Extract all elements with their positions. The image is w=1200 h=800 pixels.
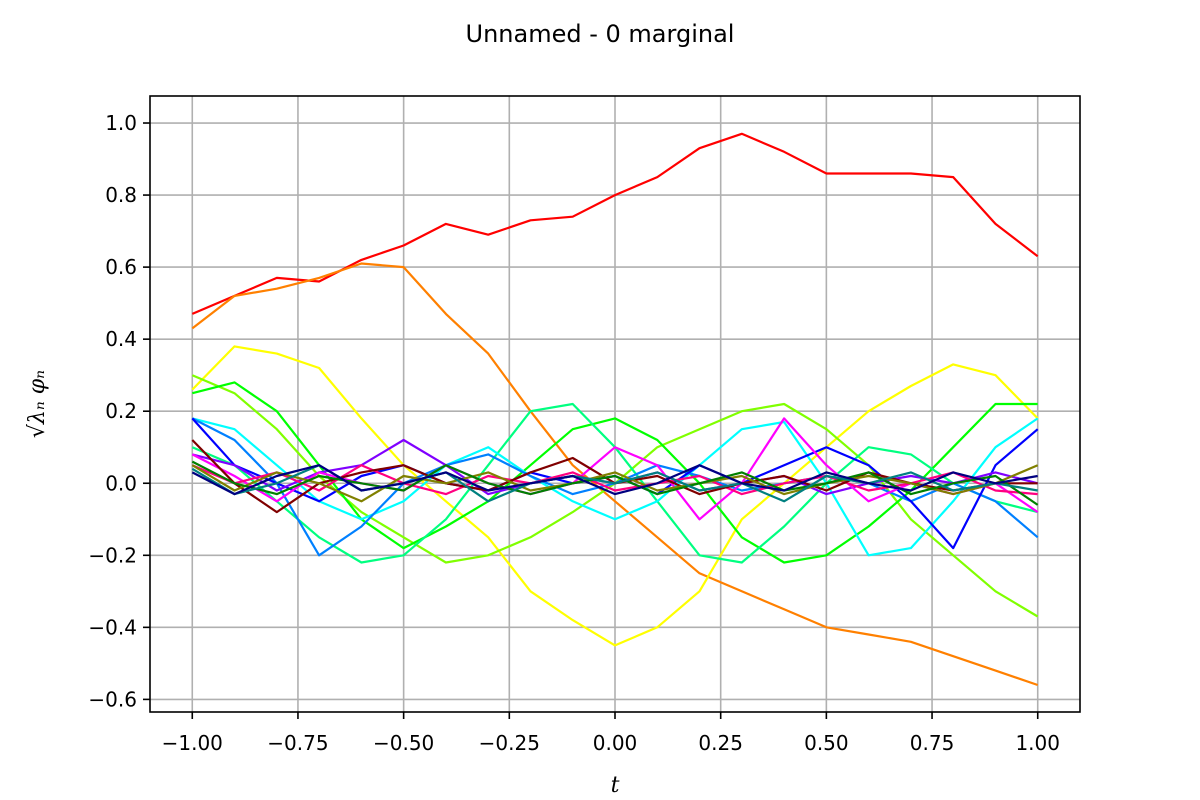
series-line-1 bbox=[191, 262, 1039, 687]
y-tick-label: −0.6 bbox=[88, 687, 137, 711]
series-line-13 bbox=[191, 464, 1039, 503]
y-axis: −0.6 −0.4 −0.2 0.0 0.2 0.4 0.6 0.8 1.0 bbox=[88, 111, 150, 711]
y-tick-label: 0.0 bbox=[105, 471, 137, 495]
series-line-0 bbox=[191, 132, 1039, 315]
series-line-14 bbox=[191, 460, 1039, 506]
x-axis: −1.00 −0.75 −0.50 −0.25 0.00 0.25 0.50 0.75 1.00 bbox=[162, 712, 1060, 755]
x-tick-label: −0.50 bbox=[373, 731, 434, 755]
grid bbox=[150, 96, 1080, 712]
y-axis-label: √λₙ φₙ bbox=[25, 370, 50, 438]
x-tick-label: −1.00 bbox=[162, 731, 223, 755]
x-tick-label: 0.50 bbox=[804, 731, 849, 755]
y-tick-label: 1.0 bbox=[105, 111, 137, 135]
x-tick-label: −0.25 bbox=[479, 731, 540, 755]
y-tick-label: 0.8 bbox=[105, 183, 137, 207]
chart-title: Unnamed - 0 marginal bbox=[466, 20, 735, 48]
x-tick-label: 0.00 bbox=[593, 731, 638, 755]
y-tick-label: −0.4 bbox=[88, 615, 137, 639]
series-line-6 bbox=[192, 417, 1039, 557]
y-tick-label: 0.2 bbox=[105, 399, 137, 423]
x-tick-label: 0.75 bbox=[910, 731, 955, 755]
series-line-16 bbox=[191, 464, 1038, 496]
series-line-2 bbox=[191, 345, 1039, 647]
x-tick-label: 0.25 bbox=[698, 731, 743, 755]
x-axis-label: t bbox=[611, 773, 620, 798]
x-tick-label: −0.75 bbox=[267, 731, 328, 755]
x-tick-label: 1.00 bbox=[1015, 731, 1060, 755]
y-tick-label: 0.6 bbox=[105, 255, 137, 279]
y-tick-label: 0.4 bbox=[105, 327, 137, 351]
series-lines bbox=[191, 132, 1039, 687]
y-tick-label: −0.2 bbox=[88, 543, 137, 567]
series-line-10 bbox=[191, 417, 1039, 521]
